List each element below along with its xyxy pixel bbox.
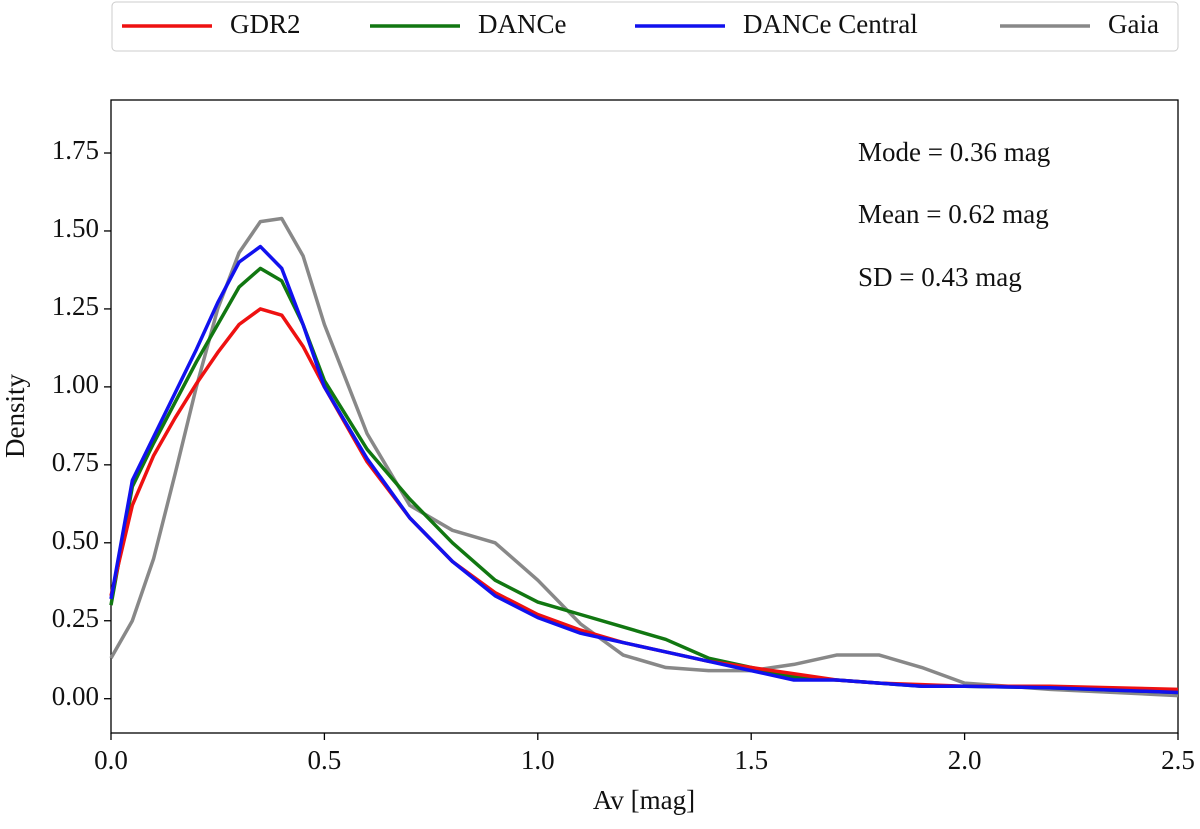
y-tick-label: 0.25 xyxy=(52,603,99,633)
plot-frame xyxy=(110,99,1179,734)
y-axis-label: Density xyxy=(0,374,30,458)
x-tick-label: 0.5 xyxy=(308,745,342,775)
legend-label: DANCe xyxy=(478,9,567,39)
x-axis-label: Av [mag] xyxy=(593,785,695,815)
x-tick-label: 2.0 xyxy=(948,745,982,775)
x-tick-label: 1.0 xyxy=(521,745,555,775)
x-tick-label: 1.5 xyxy=(734,745,768,775)
y-tick-label: 1.75 xyxy=(52,135,99,165)
x-tick-label: 2.5 xyxy=(1161,745,1195,775)
annotation: Mean = 0.62 mag xyxy=(858,199,1049,229)
y-tick-label: 1.25 xyxy=(52,291,99,321)
annotation: Mode = 0.36 mag xyxy=(858,137,1050,167)
y-tick-label: 0.00 xyxy=(52,681,99,711)
y-tick-label: 1.50 xyxy=(52,213,99,243)
y-tick-label: 0.75 xyxy=(52,447,99,477)
series-line xyxy=(109,216,1179,698)
y-tick-label: 1.00 xyxy=(52,369,99,399)
series-line xyxy=(109,266,1179,695)
legend-label: Gaia xyxy=(1108,9,1159,39)
legend-label: DANCe Central xyxy=(743,9,918,39)
y-tick-label: 0.50 xyxy=(52,525,99,555)
legend-label: GDR2 xyxy=(230,9,301,39)
x-tick-label: 0.0 xyxy=(94,745,128,775)
series-line xyxy=(109,244,1179,695)
annotation: SD = 0.43 mag xyxy=(858,262,1022,292)
